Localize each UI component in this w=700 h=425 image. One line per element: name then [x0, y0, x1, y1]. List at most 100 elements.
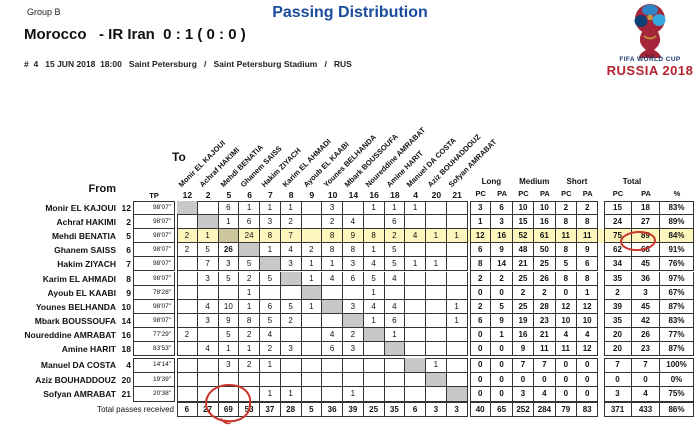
matrix-cell [405, 243, 426, 258]
matrix-cell: 1 [363, 201, 385, 216]
matrix-cell: 3 [197, 313, 219, 328]
matrix-cell: 6 [343, 271, 364, 286]
stat-cell: 4 [555, 327, 577, 342]
total-cell: 100% [660, 357, 694, 373]
row-player-name: Ayoub EL KAABI [47, 287, 116, 298]
total-cell: 20 [604, 327, 632, 342]
stat-cell: 52 [512, 229, 535, 244]
stat-cell: 0 [491, 372, 513, 388]
matrix-cell [405, 327, 426, 342]
stat-cell: 0 [555, 285, 577, 300]
col-number: 10 [327, 190, 338, 200]
tp-cell: 98'07" [133, 257, 175, 272]
matrix-cell: 1 [260, 387, 281, 403]
received-total-cell: 27 [197, 402, 219, 418]
matrix-cell [426, 327, 447, 342]
matrix-cell: 5 [218, 271, 240, 286]
col-number: 9 [309, 190, 315, 200]
total-cell: 62 [604, 243, 632, 258]
col-number: 21 [452, 190, 462, 200]
row-player-number: 5 [126, 231, 131, 242]
total-cell: 89% [660, 215, 694, 230]
stat-cell: 2 [512, 285, 535, 300]
stat-cell: 0 [470, 387, 492, 403]
pc-pa-header: PA [582, 189, 593, 198]
matrix-cell [446, 327, 468, 342]
matrix-cell [446, 372, 468, 388]
matrix-cell [177, 271, 198, 286]
total-cell: 68 [632, 243, 660, 258]
received-stat-total-cell: 284 [534, 402, 556, 418]
matrix-cell [426, 342, 447, 357]
received-total-cell: 69 [218, 402, 240, 418]
diag-cell [322, 299, 343, 314]
received-stat-total-cell: 40 [470, 402, 492, 418]
total-cell: 0 [604, 372, 632, 388]
total-cell: 36 [632, 271, 660, 286]
matrix-cell: 1 [301, 257, 323, 272]
total-passes-received-label: Total passes received [97, 405, 174, 415]
stat-cell: 16 [512, 327, 535, 342]
stat-cell: 9 [491, 313, 513, 328]
matrix-cell: 6 [384, 215, 406, 230]
matrix-cell: 1 [260, 357, 281, 373]
total-cell: 67% [660, 285, 694, 300]
matrix-cell: 1 [322, 257, 343, 272]
row-player-number: 9 [126, 287, 131, 298]
matrix-cell [177, 357, 198, 373]
stat-cell: 28 [534, 299, 556, 314]
stat-cell: 6 [470, 313, 492, 328]
matrix-cell: 2 [384, 229, 406, 244]
matrix-cell [301, 313, 323, 328]
logo-fifa-world-cup-text: FIFA WORLD CUP [619, 56, 681, 63]
stat-cell: 6 [491, 201, 513, 216]
matrix-cell: 5 [260, 271, 281, 286]
stats-block [470, 201, 599, 357]
matrix-cell [301, 327, 323, 342]
matrix-cell: 2 [239, 271, 260, 286]
pc-pa-header: PC [561, 189, 572, 198]
total-cell: 42 [632, 313, 660, 328]
matrix-cell [446, 285, 468, 300]
stat-cell: 0 [512, 372, 535, 388]
matrix-cell [446, 271, 468, 286]
matrix-cell: 1 [301, 299, 323, 314]
matrix-cell [322, 285, 343, 300]
matrix-cell: 2 [301, 243, 323, 258]
total-cell: 0% [660, 372, 694, 388]
matrix-cell [322, 357, 343, 373]
total-cell: 7 [604, 357, 632, 373]
stat-cell: 0 [491, 387, 513, 403]
tp-cell: 19'39" [133, 372, 175, 388]
matrix-cell [322, 372, 343, 388]
matrix-cell [322, 387, 343, 403]
total-cell: 0 [632, 372, 660, 388]
col-number: 5 [226, 190, 232, 200]
matrix-cell [426, 299, 447, 314]
matrix-cell: 26 [218, 243, 240, 258]
matrix-block [177, 357, 468, 403]
row-player-name: Mbark BOUSSOUFA [34, 315, 116, 326]
row-player-name: Ghanem SAISS [54, 245, 116, 256]
match-scoreline: Morocco - IR Iran 0 : 1 ( 0 : 0 ) [24, 26, 246, 43]
matrix-cell: 1 [363, 243, 385, 258]
received-stat-total-cell: 65 [491, 402, 513, 418]
stat-cell: 50 [534, 243, 556, 258]
stat-cell: 0 [470, 342, 492, 357]
matrix-cell [177, 215, 198, 230]
total-cell: 76% [660, 257, 694, 272]
row-player-name: Younes BELHANDA [35, 301, 116, 312]
matrix-cell: 1 [426, 357, 447, 373]
stat-cell: 9 [577, 243, 599, 258]
stat-cell: 12 [577, 342, 599, 357]
matrix-cell [343, 285, 364, 300]
row-player-name: Aziz BOUHADDOUZ [35, 374, 116, 385]
diag-cell [280, 271, 302, 286]
stat-cell: 10 [555, 313, 577, 328]
logo-russia-2018-text: RUSSIA 2018 [606, 63, 694, 78]
received-stat-total-cell: 83 [577, 402, 599, 418]
stat-cell: 11 [555, 229, 577, 244]
stat-cell: 2 [534, 285, 556, 300]
row-player-number: 20 [121, 374, 131, 385]
